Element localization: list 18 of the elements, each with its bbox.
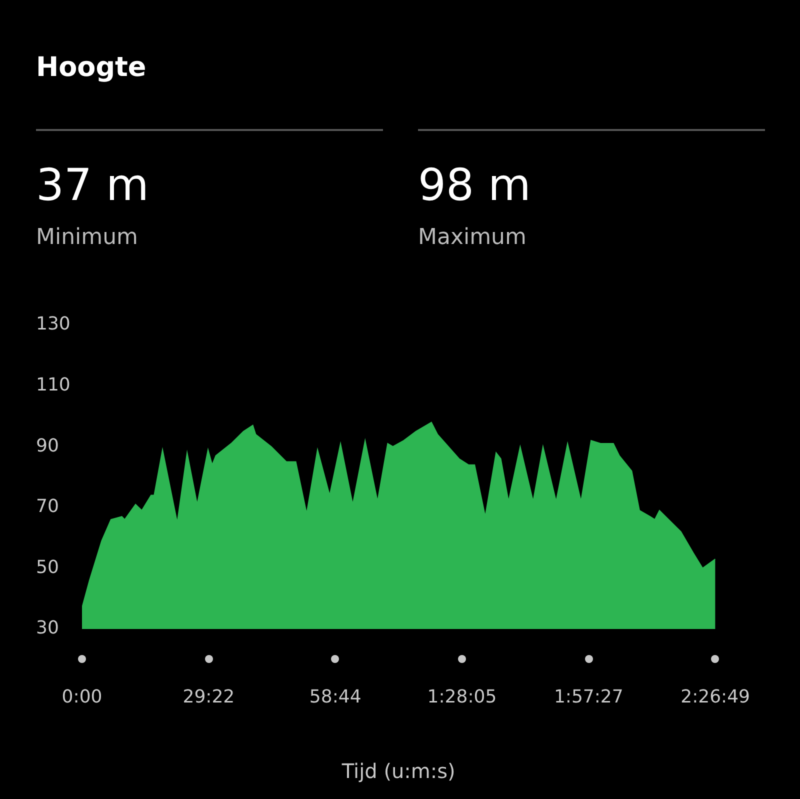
chart-title: Hoogte <box>36 52 146 83</box>
text: Minimum <box>36 225 138 250</box>
y-tick-label: 110 <box>36 374 70 396</box>
y-tick-label: 50 <box>36 556 59 578</box>
text: 37 m <box>36 160 149 211</box>
y-tick-label: 70 <box>36 496 59 518</box>
x-axis-title: Tijd (u:m:s) <box>340 759 456 784</box>
x-tick-label: 58:44 <box>309 686 362 708</box>
y-tick-label: 90 <box>36 435 59 456</box>
x-tick-label: 0:00 <box>62 686 102 708</box>
y-tick-label: 130 <box>36 314 70 335</box>
text: 98 m <box>418 160 531 211</box>
x-tick-label: 1:57:27 <box>554 686 624 708</box>
x-tick-label: 29:22 <box>182 686 235 708</box>
x-tick-label: 1:28:05 <box>427 686 497 708</box>
x-tick-label: 2:26:49 <box>680 686 750 708</box>
text: Maximum <box>418 225 526 250</box>
y-tick-label: 30 <box>36 618 59 639</box>
